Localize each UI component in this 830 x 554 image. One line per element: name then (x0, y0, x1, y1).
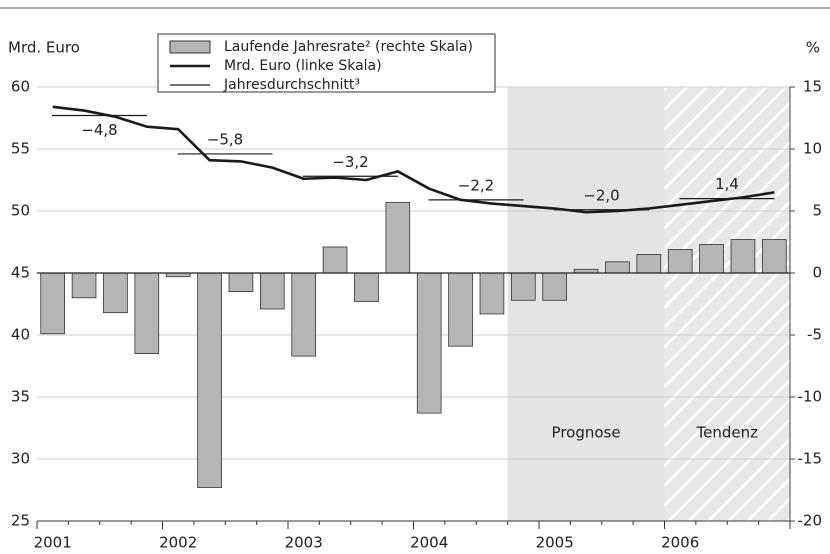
y2-tick-label: -5 (807, 326, 822, 344)
region-label: Tendenz (696, 424, 759, 442)
y-axis-label: Mrd. Euro (8, 39, 80, 57)
bar (322, 246, 348, 274)
bar (134, 272, 160, 354)
bar (385, 201, 411, 274)
x-tick-label: 2006 (661, 534, 699, 552)
y2-tick-label: 5 (812, 202, 822, 220)
bar (636, 253, 662, 274)
y2-axis-label: % (806, 39, 820, 57)
region (507, 87, 665, 521)
y-tick-label: 50 (11, 202, 30, 220)
y-tick-label: 40 (11, 326, 30, 344)
bar (699, 244, 724, 274)
bar (197, 272, 222, 488)
y-tick-label: 45 (11, 264, 30, 282)
bar (510, 272, 536, 301)
bar (761, 239, 787, 274)
x-tick-label: 2002 (159, 534, 197, 552)
legend-label: Jahresdurchschnitt³ (223, 77, 360, 93)
bar (448, 272, 473, 347)
line (52, 105, 775, 214)
bar (667, 249, 693, 274)
y2-tick-label: -10 (798, 388, 823, 406)
x-tick-label: 2004 (410, 534, 448, 552)
bar (103, 272, 128, 314)
y-tick-label: 35 (11, 388, 30, 406)
bar (730, 239, 756, 274)
y-tick-label: 30 (11, 450, 30, 468)
y2-tick-label: 10 (803, 140, 822, 158)
bar (228, 272, 254, 293)
y-tick-label: 60 (11, 78, 30, 96)
annual-average-label: −2,2 (458, 176, 494, 194)
bar (259, 272, 285, 310)
bar (71, 272, 97, 299)
y-tick-label: 55 (11, 140, 30, 158)
bar (416, 272, 442, 414)
y2-tick-label: 15 (803, 78, 822, 96)
annual-average-label: −4,8 (81, 121, 117, 139)
annual-average-label: 1,4 (715, 175, 739, 193)
bar (354, 272, 379, 302)
annual-average-label: −2,0 (583, 186, 619, 204)
bar (542, 272, 568, 301)
y2-tick-label: 0 (812, 264, 822, 282)
region-label: Prognose (552, 424, 621, 442)
annual-average-label: −3,2 (332, 153, 368, 171)
bar (605, 261, 630, 274)
legend-box (157, 33, 496, 93)
annual-average-label: −5,8 (207, 130, 243, 148)
legend-label: Mrd. Euro (linke Skala) (224, 58, 382, 74)
x-tick-label: 2001 (34, 534, 72, 552)
y2-tick-label: -15 (798, 450, 823, 468)
legend-swatch (169, 40, 211, 54)
legend-label: Laufende Jahresrate² (rechte Skala) (224, 39, 473, 55)
bar (479, 272, 505, 315)
bar (40, 272, 66, 335)
y2-tick-label: -20 (798, 512, 823, 530)
region (664, 87, 790, 521)
y-tick-label: 25 (11, 512, 30, 530)
bar (291, 272, 317, 357)
x-tick-label: 2003 (285, 534, 323, 552)
x-tick-label: 2005 (536, 534, 574, 552)
